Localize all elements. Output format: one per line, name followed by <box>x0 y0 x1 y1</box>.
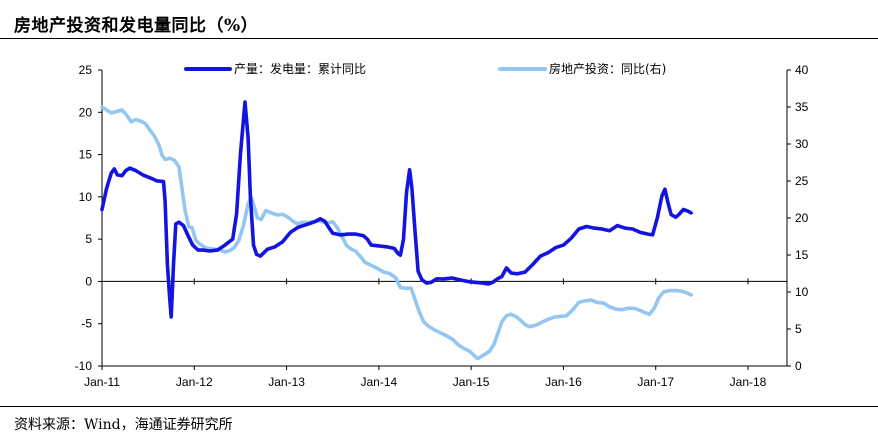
right-tick-label: 25 <box>795 174 809 188</box>
series-line-property-investment <box>100 105 693 361</box>
title-divider <box>0 38 878 39</box>
x-tick-label: Jan-16 <box>545 375 582 389</box>
legend-label-property-investment: 房地产投资：同比(右) <box>549 61 666 76</box>
right-tick-label: 35 <box>795 100 809 114</box>
line-chart: -10 -5 0 5 10 15 20 25 0 5 10 15 20 25 30 35 40 Jan-11 Jan… <box>75 61 809 389</box>
right-tick-label: 30 <box>795 137 809 151</box>
x-tick-label: Jan-11 <box>84 375 120 389</box>
right-tick-label: 15 <box>795 248 809 262</box>
left-tick-label: 5 <box>85 232 92 246</box>
x-tick-label: Jan-12 <box>176 375 213 389</box>
left-tick-label: 25 <box>79 63 93 77</box>
left-tick-label: -10 <box>75 359 93 373</box>
right-tick-label: 5 <box>795 322 802 336</box>
right-tick-label: 40 <box>795 63 809 77</box>
left-tick-label: -5 <box>81 317 92 331</box>
left-tick-label: 15 <box>79 148 93 162</box>
right-tick-label: 10 <box>795 285 809 299</box>
x-tick-label: Jan-15 <box>453 375 490 389</box>
source-note: 资料来源：Wind，海通证券研究所 <box>14 417 233 433</box>
x-tick-label: Jan-17 <box>637 375 674 389</box>
x-tick-label: Jan-13 <box>268 375 305 389</box>
x-tick-label: Jan-18 <box>730 375 767 389</box>
x-tick-label: Jan-14 <box>361 375 398 389</box>
chart-axes: -10 -5 0 5 10 15 20 25 0 5 10 15 20 25 30 35 40 Jan-11 Jan… <box>75 63 809 389</box>
legend-label-power-generation: 产量：发电量：累计同比 <box>234 61 366 76</box>
chart-legend: 产量：发电量：累计同比 房地产投资：同比(右) <box>184 61 666 76</box>
left-tick-label: 20 <box>79 105 93 119</box>
left-tick-label: 10 <box>79 190 93 204</box>
series-line-power-generation <box>100 100 693 319</box>
chart-series <box>100 100 693 361</box>
page-title: 房地产投资和发电量同比（%） <box>14 16 259 36</box>
source-divider <box>0 406 878 407</box>
left-tick-label: 0 <box>85 274 92 288</box>
right-tick-label: 0 <box>795 359 802 373</box>
right-tick-label: 20 <box>795 211 809 225</box>
